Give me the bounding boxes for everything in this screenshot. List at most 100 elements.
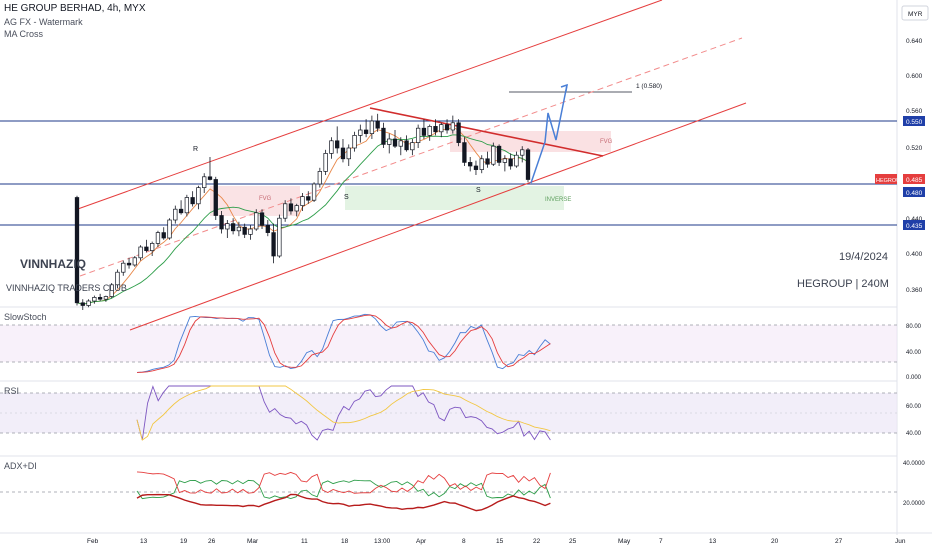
candle-body[interactable] [450, 122, 455, 131]
candle-body[interactable] [230, 223, 236, 232]
candle-body[interactable] [329, 140, 334, 154]
candle-body[interactable] [202, 176, 207, 188]
candle-body[interactable] [248, 228, 253, 235]
candle-body[interactable] [109, 284, 114, 297]
candle-body[interactable] [323, 153, 328, 172]
candle-body[interactable] [178, 208, 184, 214]
candle-body[interactable] [358, 129, 363, 136]
candle-body[interactable] [97, 297, 103, 300]
channel-upper[interactable] [74, 0, 663, 211]
ma-slow-line[interactable] [76, 134, 529, 305]
candle-body[interactable] [80, 302, 85, 306]
candle-body[interactable] [144, 246, 149, 251]
candle-body[interactable] [115, 271, 120, 286]
candle-body[interactable] [415, 127, 421, 143]
channel-lower[interactable] [129, 102, 747, 331]
candle-body[interactable] [306, 196, 311, 201]
candle-body[interactable] [86, 300, 91, 306]
candle-body[interactable] [225, 223, 230, 230]
channel-mid[interactable] [79, 37, 743, 277]
trendline-resistance[interactable] [369, 107, 604, 157]
candle-body[interactable] [219, 215, 224, 230]
candle-body[interactable] [150, 243, 155, 251]
pane-label-adx[interactable]: ADX+DI [4, 461, 37, 471]
candle-body[interactable] [508, 158, 513, 167]
projection-path[interactable] [530, 84, 568, 184]
candle-body[interactable] [265, 225, 270, 233]
candle-body[interactable] [236, 226, 242, 232]
pane-label-slowstoch[interactable]: SlowStoch [4, 312, 47, 322]
candle-body[interactable] [346, 147, 351, 160]
candle-body[interactable] [161, 232, 166, 239]
candle-body[interactable] [404, 140, 409, 151]
candle-body[interactable] [294, 205, 299, 212]
candle-body[interactable] [300, 196, 305, 206]
currency-button[interactable] [901, 5, 929, 21]
adx-line[interactable] [136, 493, 551, 512]
candle-body[interactable] [421, 127, 427, 136]
candle-body[interactable] [369, 120, 375, 134]
candle-body[interactable] [283, 203, 288, 219]
candle-body[interactable] [184, 197, 190, 214]
pane-label-rsi[interactable]: RSI [4, 386, 20, 396]
symbol-title[interactable]: HE GROUP BERHAD, 4h, MYX [4, 3, 146, 14]
candle-body[interactable] [502, 158, 508, 163]
candle-body[interactable] [155, 232, 161, 244]
candle-body[interactable] [242, 226, 247, 235]
candle-body[interactable] [439, 124, 444, 133]
candle-body[interactable] [392, 138, 398, 147]
candle-body[interactable] [387, 138, 392, 145]
di-plus-line[interactable] [136, 479, 551, 500]
candle-body[interactable] [352, 135, 357, 149]
stoch-d-line[interactable] [136, 314, 551, 373]
indicator-watermark-label[interactable]: AG FX - Watermark [4, 17, 83, 27]
ma-fast-line[interactable] [76, 126, 529, 305]
candle-body[interactable] [375, 120, 380, 129]
candle-body[interactable] [473, 165, 479, 170]
candle-body[interactable] [259, 212, 265, 226]
di-minus-line[interactable] [136, 471, 551, 494]
candle-body[interactable] [317, 171, 322, 185]
candle-body[interactable] [103, 296, 109, 300]
candle-body[interactable] [462, 142, 467, 163]
stoch-k-line[interactable] [136, 313, 551, 373]
candle-body[interactable] [514, 154, 519, 167]
candle-body[interactable] [132, 257, 137, 266]
candle-body[interactable] [444, 124, 450, 131]
candle-body[interactable] [398, 140, 403, 147]
candle-body[interactable] [340, 147, 346, 160]
rsi-ma-line[interactable] [136, 385, 551, 441]
candle-body[interactable] [92, 297, 97, 302]
candle-body[interactable] [491, 145, 496, 165]
price-axis[interactable] [897, 0, 932, 550]
candle-body[interactable] [520, 149, 525, 156]
candle-body[interactable] [254, 212, 259, 230]
candle-body[interactable] [525, 149, 531, 180]
candle-body[interactable] [410, 142, 415, 151]
candle-body[interactable] [138, 246, 143, 259]
candle-body[interactable] [126, 262, 132, 266]
candle-body[interactable] [433, 126, 438, 133]
indicator-ma-label[interactable]: MA Cross [4, 29, 44, 39]
candle-body[interactable] [479, 158, 484, 170]
candle-body[interactable] [311, 183, 317, 201]
candle-body[interactable] [496, 145, 502, 163]
candle-body[interactable] [167, 219, 172, 239]
rsi-line[interactable] [136, 385, 551, 441]
candle-body[interactable] [335, 140, 340, 149]
candle-body[interactable] [74, 197, 80, 304]
candle-body[interactable] [381, 127, 386, 145]
candle-body[interactable] [213, 179, 218, 216]
candle-body[interactable] [190, 197, 195, 205]
candle-body[interactable] [207, 176, 213, 180]
candle-body[interactable] [173, 208, 178, 221]
candle-body[interactable] [271, 232, 276, 257]
candle-body[interactable] [363, 129, 369, 134]
candle-body[interactable] [288, 203, 294, 212]
candle-body[interactable] [196, 187, 201, 205]
candle-body[interactable] [427, 126, 432, 136]
candle-body[interactable] [468, 162, 473, 167]
candle-body[interactable] [277, 217, 282, 257]
candle-body[interactable] [121, 262, 126, 273]
